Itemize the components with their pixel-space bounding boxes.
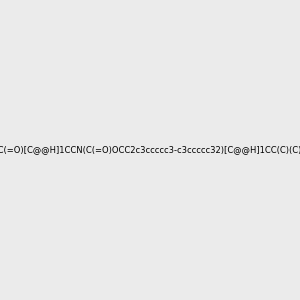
Text: OC(=O)[C@@H]1CCN(C(=O)OCC2c3ccccc3-c3ccccc32)[C@@H]1CC(C)(C)C: OC(=O)[C@@H]1CCN(C(=O)OCC2c3ccccc3-c3ccc…	[0, 146, 300, 154]
